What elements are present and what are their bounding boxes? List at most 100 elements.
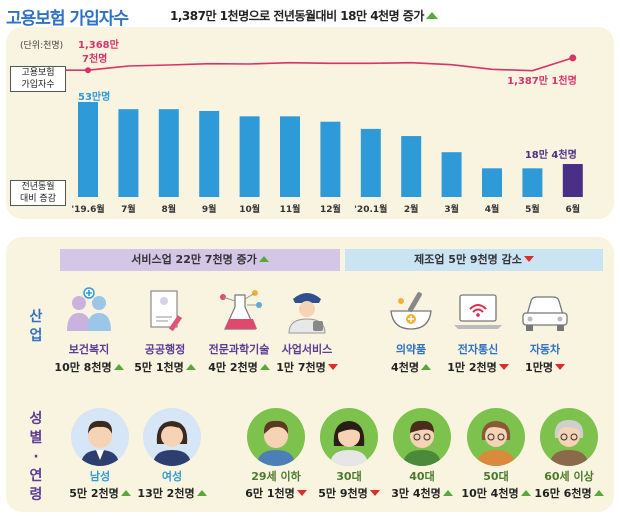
down-arrow-icon (523, 256, 534, 262)
document-icon (150, 290, 183, 332)
down-arrow-icon (327, 364, 338, 370)
line-series-label-line1: 고용보험 (21, 68, 55, 78)
industry-value: 4천명 (376, 359, 446, 375)
bar (280, 116, 300, 197)
x-tick-label: 7월 (121, 203, 136, 215)
bar-last-label: 18만 4천명 (525, 148, 577, 161)
demographic-name: 남성 (89, 470, 111, 483)
demographic-item-30s: 30대 5만 9천명 (313, 408, 385, 501)
gender-age-label-char: 성 (29, 411, 43, 427)
male-avatar-icon (71, 408, 129, 466)
industry-item-business-service: 사업서비스 1만 7천명 (272, 287, 342, 375)
demographic-value: 5만 2천명 (64, 485, 136, 501)
industry-value: 4만 2천명 (204, 359, 274, 375)
bar (158, 109, 179, 197)
bar (401, 136, 422, 197)
line-series-label-line2: 가입자수 (21, 80, 55, 90)
bar (522, 168, 543, 197)
demographic-item-60plus: 60세 이상 16만 6천명 (533, 408, 605, 501)
x-tick-label: 9월 (202, 203, 217, 215)
down-arrow-icon (554, 364, 565, 370)
down-arrow-icon (296, 490, 307, 496)
line-point (569, 54, 577, 62)
industry-value: 10만 8천명 (54, 359, 124, 375)
young-avatar-icon (247, 408, 305, 466)
industry-value-text: 10만 8천명 (54, 361, 112, 374)
up-arrow-icon (520, 490, 531, 496)
security-guard-icon (288, 293, 326, 334)
demographic-item-under29: 29세 이하 6만 1천명 (240, 408, 312, 501)
demographic-value: 16만 6천명 (533, 485, 605, 501)
industry-name: 전자통신 (457, 343, 499, 356)
up-arrow-icon (425, 12, 438, 19)
female-avatar-icon (143, 408, 201, 466)
up-arrow-icon (593, 490, 604, 496)
bar (482, 168, 502, 197)
bar (320, 121, 341, 197)
industry-name: 자동차 (529, 343, 561, 356)
medicine-mortar-icon (390, 292, 432, 330)
bar (562, 164, 583, 197)
line-series (66, 57, 574, 72)
manufacturing-header-text: 제조업 5만 9천명 감소 (414, 253, 522, 266)
industry-value-text: 5만 1천명 (134, 361, 184, 374)
demographic-value-text: 13만 2천명 (137, 487, 195, 500)
up-arrow-icon (196, 490, 207, 496)
infographic-subtitle: 1,387만 1천명으로 전년동월대비 18만 4천명 증가 (170, 7, 438, 24)
x-tick-label: 4월 (485, 203, 500, 215)
up-arrow-icon (185, 364, 196, 370)
senior-avatar-icon (540, 408, 598, 466)
bar-series-label-line2: 대비 증감 (20, 194, 56, 204)
x-tick-label: 10월 (239, 203, 260, 215)
industry-item-electronics: 전자통신 1만 2천명 (443, 287, 513, 375)
demographic-value-text: 5만 2천명 (69, 487, 119, 500)
x-tick-label: 5월 (525, 203, 540, 215)
x-tick-label: 3월 (444, 203, 459, 215)
demographic-item-male: 남성 5만 2천명 (64, 408, 136, 501)
laptop-wifi-icon (454, 294, 502, 329)
x-tick-label: 6월 (566, 203, 581, 215)
demographic-name: 29세 이하 (251, 470, 301, 483)
industry-value-text: 1만명 (525, 361, 553, 374)
industry-name: 공공행정 (144, 343, 186, 356)
industry-value-text: 1만 7천명 (276, 361, 326, 374)
health-people-icon (67, 287, 111, 331)
industry-name: 사업서비스 (281, 343, 333, 356)
x-tick-label: 12월 (320, 203, 341, 215)
bar-series-label: 전년동월 대비 증감 (10, 180, 66, 206)
industry-value: 5만 1천명 (130, 359, 200, 375)
demographic-name: 여성 (161, 470, 183, 483)
demographic-value-text: 3만 4천명 (391, 487, 441, 500)
line-first-label-line2: 7천명 (82, 52, 107, 65)
manufacturing-header: 제조업 5만 9천명 감소 (345, 249, 603, 271)
x-tick-label: '20.1월 (354, 203, 387, 215)
x-tick-label: 2월 (404, 203, 419, 215)
forties-avatar-icon (393, 408, 451, 466)
car-icon (522, 296, 568, 331)
demographic-name: 60세 이상 (544, 470, 594, 483)
bar (360, 128, 381, 197)
bar (441, 152, 462, 197)
demographic-value: 13만 2천명 (136, 485, 208, 501)
industry-item-health: 보건복지 10만 8천명 (54, 287, 124, 375)
line-point (85, 67, 91, 74)
industry-name: 전문과학기술 (208, 343, 270, 356)
industry-value: 1만 2천명 (443, 359, 513, 375)
subtitle-text: 1,387만 1천명으로 전년동월대비 18만 4천명 증가 (170, 9, 424, 23)
service-header: 서비스업 22만 7천명 증가 (60, 249, 340, 271)
service-header-text: 서비스업 22만 7천명 증가 (131, 253, 257, 266)
up-arrow-icon (113, 364, 124, 370)
up-arrow-icon (120, 490, 131, 496)
gender-age-label-char: 연 (29, 468, 43, 484)
gender-age-label-char: 별 (29, 430, 43, 446)
industry-name: 의약품 (395, 343, 427, 356)
demographic-value: 5만 9천명 (313, 485, 385, 501)
breakdown-panel (6, 237, 614, 512)
x-tick-label: '19.6월 (71, 203, 104, 215)
demographic-value: 6만 1천명 (240, 485, 312, 501)
industry-value-text: 4만 2천명 (208, 361, 258, 374)
line-last-label: 1,387만 1천명 (507, 74, 577, 87)
